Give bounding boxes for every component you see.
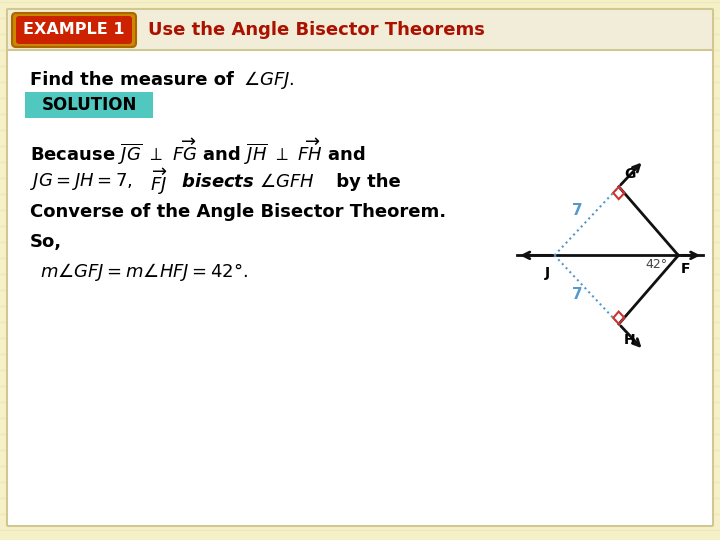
Text: 42°: 42°	[645, 258, 667, 271]
FancyBboxPatch shape	[7, 9, 713, 526]
Bar	[8, 10, 712, 50]
Text: Converse of the Angle Bisector Theorem.: Converse of the Angle Bisector Theorem.	[30, 203, 446, 221]
Text: J: J	[544, 266, 549, 280]
Text: Use the Angle Bisector Theorems: Use the Angle Bisector Theorems	[148, 21, 485, 39]
Text: EXAMPLE 1: EXAMPLE 1	[23, 23, 125, 37]
FancyBboxPatch shape	[25, 92, 153, 118]
Text: SOLUTION: SOLUTION	[41, 96, 137, 114]
FancyBboxPatch shape	[12, 13, 136, 47]
Text: 7: 7	[572, 287, 582, 302]
Text: H: H	[624, 333, 636, 347]
Text: $m\angle GFJ = m\angle HFJ = 42°.$: $m\angle GFJ = m\angle HFJ = 42°.$	[40, 261, 248, 283]
Text: $JG = JH = 7,$: $JG = JH = 7,$	[30, 172, 132, 192]
Text: by the: by the	[330, 173, 401, 191]
Text: bisects $\angle GFH$: bisects $\angle GFH$	[175, 173, 315, 191]
FancyBboxPatch shape	[16, 16, 132, 44]
Text: $\angle GFJ.$: $\angle GFJ.$	[243, 69, 294, 91]
Text: 7: 7	[572, 203, 582, 218]
Text: Find the measure of: Find the measure of	[30, 71, 240, 89]
Text: Because $\overline{JG}$ $\perp$ $\overrightarrow{FG}$ and $\overline{JH}$ $\perp: Because $\overline{JG}$ $\perp$ $\overri…	[30, 137, 366, 167]
Text: G: G	[624, 166, 635, 180]
Text: $\overrightarrow{FJ}$: $\overrightarrow{FJ}$	[150, 166, 168, 198]
Text: F: F	[681, 261, 690, 275]
Text: So,: So,	[30, 233, 62, 251]
